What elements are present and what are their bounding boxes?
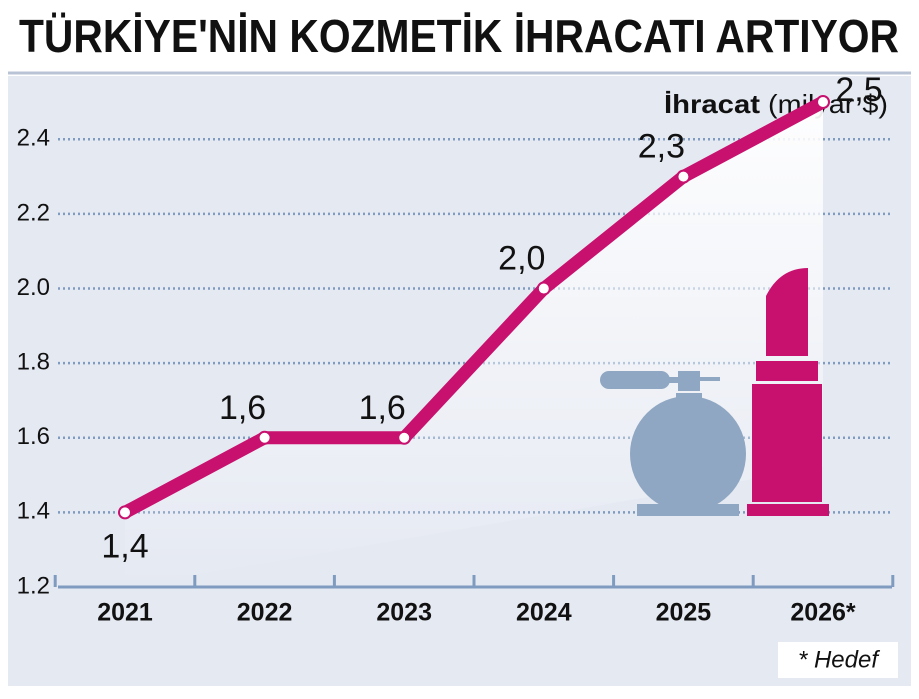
data-label: 2,3 xyxy=(638,128,685,166)
data-label: 1,4 xyxy=(101,527,148,565)
data-label: 1,6 xyxy=(219,389,266,427)
lipstick-icon xyxy=(747,268,829,516)
y-tick-label: 1.4 xyxy=(17,498,50,525)
data-label: 2,0 xyxy=(498,240,545,278)
x-tick-label: 2021 xyxy=(97,599,153,627)
data-point xyxy=(397,430,412,445)
y-tick-label: 1.8 xyxy=(17,348,50,375)
data-point xyxy=(816,95,830,109)
y-tick-label: 2.0 xyxy=(17,274,50,301)
x-tick-label: 2023 xyxy=(376,599,432,627)
note: * Hedef xyxy=(798,646,880,673)
line xyxy=(118,95,830,519)
x-tick-label: 2026* xyxy=(790,599,856,627)
y-tick-label: 2.2 xyxy=(17,199,50,226)
note-box xyxy=(778,642,898,678)
perfume-icon xyxy=(600,371,746,516)
x-tick-label: 2025 xyxy=(656,599,712,627)
data-point xyxy=(676,169,691,184)
data-point xyxy=(536,281,551,296)
data-label: 2,5 xyxy=(835,71,882,109)
y-tick-label: 1.6 xyxy=(17,423,50,450)
x-tick-label: 2022 xyxy=(237,599,293,627)
y-tick-label: 2.4 xyxy=(17,125,50,152)
data-label: 1,6 xyxy=(359,389,406,427)
y-axis-label: İhracat xyxy=(664,89,760,119)
data-point xyxy=(118,505,132,520)
chart-title: TÜRKİYE'NİN KOZMETİK İHRACATI ARTIYOR xyxy=(19,10,899,62)
x-tick-label: 2024 xyxy=(516,599,572,627)
data-point xyxy=(257,430,272,445)
y-tick-label: 1.2 xyxy=(17,572,50,599)
